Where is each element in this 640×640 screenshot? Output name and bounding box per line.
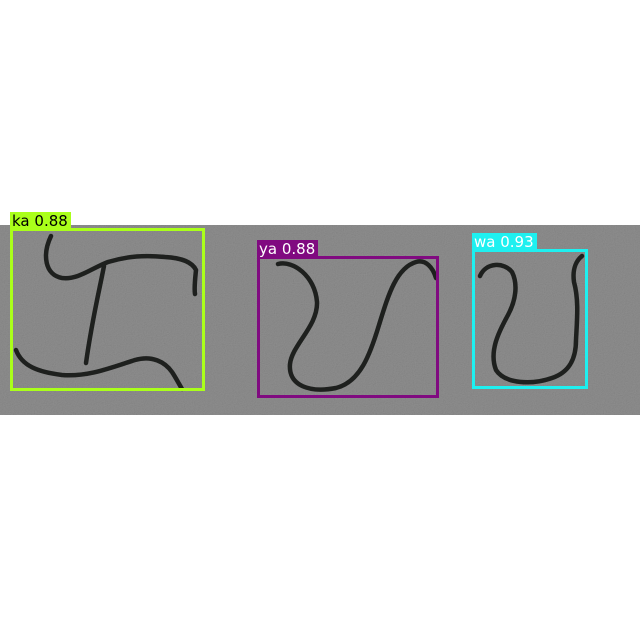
ya-stroke [275, 259, 439, 392]
detection-class: ya [259, 240, 278, 258]
detection-class: ka [12, 212, 30, 230]
detection-class: wa [474, 233, 496, 251]
detection-box-ya: ya 0.88 [257, 240, 439, 398]
wa-stroke [477, 253, 585, 385]
ka-stroke-3 [13, 347, 185, 392]
detection-label-ka: ka 0.88 [10, 212, 71, 230]
detection-confidence: 0.93 [500, 233, 534, 251]
detection-label-ya: ya 0.88 [257, 240, 319, 258]
detection-box-ka: ka 0.88 [10, 212, 205, 391]
detection-confidence: 0.88 [34, 212, 68, 230]
detection-confidence: 0.88 [281, 240, 316, 258]
handwritten-strokes [13, 233, 585, 392]
ka-stroke-2 [83, 263, 107, 366]
ka-stroke-1 [43, 233, 199, 297]
detection-label-wa: wa 0.93 [472, 233, 537, 251]
detection-box-wa: wa 0.93 [472, 233, 588, 389]
